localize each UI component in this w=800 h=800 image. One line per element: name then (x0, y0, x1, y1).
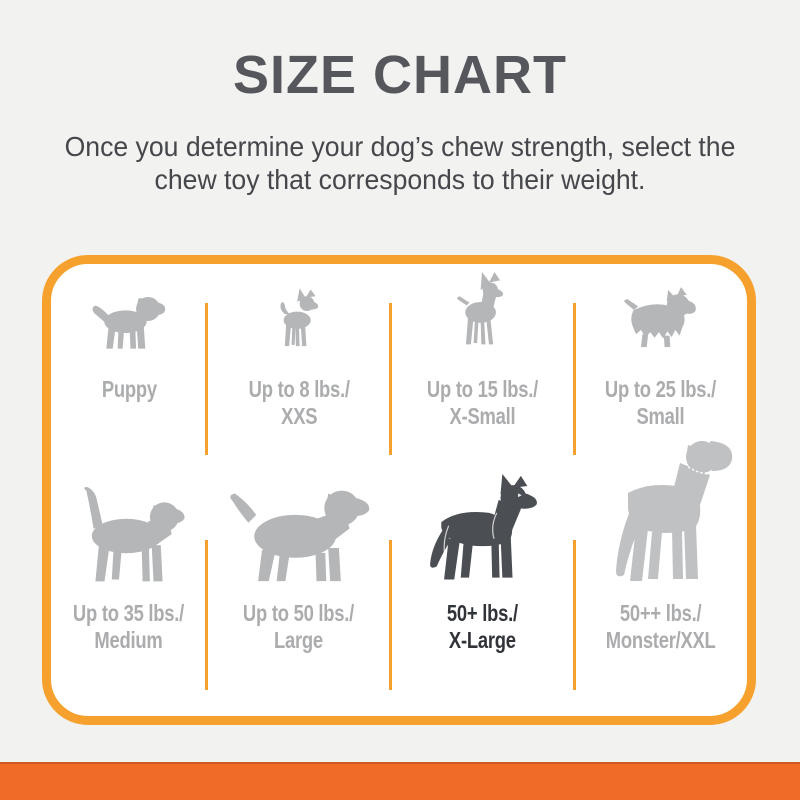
chihuahua-icon (280, 288, 318, 347)
page-title: SIZE CHART (233, 45, 567, 105)
size-label: Up to 50 lbs./ Large (243, 600, 355, 653)
size-cell-small: Up to 25 lbs./ Small (574, 264, 747, 455)
bottom-accent-bar (0, 762, 800, 800)
size-label: Up to 8 lbs./ XXS (248, 376, 350, 429)
size-label: Up to 35 lbs./ Medium (73, 600, 185, 653)
size-label: Puppy (101, 376, 157, 402)
subtitle-line-1: Once you determine your dog’s chew stren… (64, 131, 736, 162)
great-dane-icon (615, 441, 732, 581)
size-label: 50++ lbs./ Monster/XXL (605, 600, 716, 653)
size-cell-xxs: Up to 8 lbs./ XXS (207, 264, 392, 455)
size-cell-large: Up to 50 lbs./ Large (207, 455, 392, 716)
size-cell-medium: Up to 35 lbs./ Medium (51, 455, 209, 716)
labrador-icon (230, 490, 369, 582)
size-cell-puppy: Puppy (51, 264, 209, 455)
size-label: 50+ lbs./ X-Large (446, 600, 518, 653)
labrador-puppy-icon (92, 296, 166, 349)
size-label: Up to 25 lbs./ Small (605, 376, 717, 429)
beagle-icon (84, 487, 185, 582)
cattle-dog-icon (430, 474, 538, 580)
size-label: Up to 15 lbs./ X-Small (426, 376, 539, 429)
subtitle: Once you determine your dog’s chew stren… (20, 130, 780, 196)
size-grid: Puppy Up to 8 l (51, 264, 747, 716)
miniature-pinscher-icon (457, 272, 504, 345)
subtitle-line-2: chew toy that corresponds to their weigh… (154, 164, 646, 195)
size-cell-monster-xxl: 50++ lbs./ Monster/XXL (574, 441, 747, 716)
yorkshire-terrier-icon (623, 287, 696, 348)
size-chart-panel: Puppy Up to 8 l (42, 255, 756, 725)
size-cell-x-small: Up to 15 lbs./ X-Small (391, 264, 576, 455)
size-cell-x-large: 50+ lbs./ X-Large (391, 455, 576, 716)
